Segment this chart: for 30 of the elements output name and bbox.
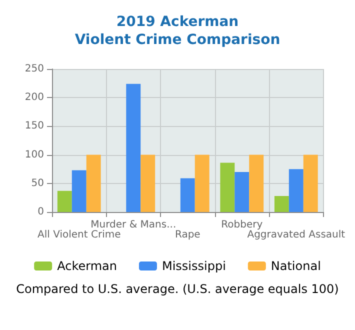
bar	[57, 190, 72, 212]
bar	[234, 172, 250, 212]
bar	[86, 154, 101, 212]
bar	[126, 84, 141, 212]
y-tick-label: 250	[24, 64, 44, 74]
y-tick-label: 50	[31, 178, 44, 189]
bar	[72, 170, 86, 212]
x-tick-label: All Violent Crime	[38, 230, 121, 240]
legend-label: Mississippi	[162, 259, 226, 273]
x-tick-label: Murder & Mans...	[90, 220, 176, 230]
legend-label: Ackerman	[57, 259, 117, 273]
bar	[194, 154, 210, 212]
bar	[180, 178, 195, 212]
y-tick-label: 200	[24, 92, 44, 104]
bar	[274, 196, 289, 212]
y-tick-label: 150	[24, 120, 44, 132]
bar	[303, 154, 318, 212]
y-tick-label: 0	[38, 206, 44, 218]
x-tick-label: Rape	[174, 230, 200, 240]
x-tick-label: Aggravated Assault	[247, 230, 346, 240]
chart-title: 2019 Ackerman	[116, 14, 239, 30]
chart-subtitle: Violent Crime Comparison	[74, 32, 280, 48]
legend-label: National	[270, 259, 321, 273]
x-tick-label: Robbery	[221, 220, 263, 230]
text: Compared to U.S. average. (U.S. average equals 100)	[16, 282, 339, 296]
bar	[140, 154, 156, 212]
y-tick-label: 100	[24, 149, 44, 160]
bar	[249, 154, 264, 212]
bar	[220, 162, 235, 212]
bar	[288, 169, 304, 212]
